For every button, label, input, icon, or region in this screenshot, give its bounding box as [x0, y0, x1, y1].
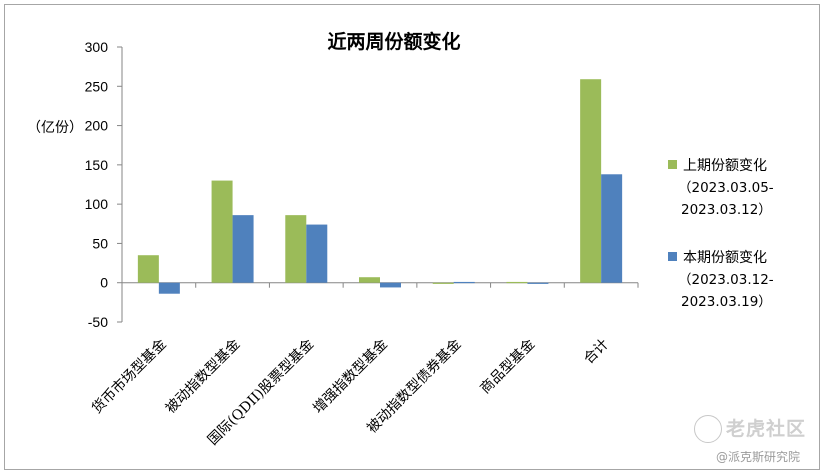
- bar-current-0: [158, 282, 180, 294]
- legend-period-line1-0: （2023.03.05-: [678, 180, 774, 196]
- legend-swatch-1: [668, 252, 677, 261]
- bar-current-1: [232, 215, 254, 283]
- y-tick-label: -50: [88, 314, 108, 330]
- chart-frame: [4, 4, 820, 470]
- legend-period-line2-1: 2023.03.19）: [681, 294, 772, 310]
- x-category-label: 货币市场型基金: [88, 336, 169, 417]
- bar-previous-6: [580, 79, 602, 283]
- bar-previous-5: [506, 281, 528, 284]
- x-category-label: 被动指数型基金: [162, 336, 243, 417]
- tiger-logo-icon: [694, 415, 722, 443]
- y-tick-label: 150: [85, 157, 109, 173]
- y-tick-label: 0: [100, 275, 108, 291]
- legend-swatch-0: [668, 160, 677, 169]
- y-tick-label: 250: [85, 78, 109, 94]
- y-tick-label: 300: [85, 39, 109, 55]
- legend-label-1: 本期份额变化: [683, 250, 767, 266]
- chart-title: 近两周份额变化: [327, 30, 460, 53]
- bar-current-2: [306, 224, 328, 283]
- legend-period-line2-0: 2023.03.12）: [681, 202, 772, 218]
- legend-period-line1-1: （2023.03.12-: [678, 272, 774, 288]
- x-category-label: 增强指数型基金: [310, 336, 391, 417]
- bar-previous-1: [211, 180, 233, 283]
- bar-current-4: [453, 281, 475, 284]
- watermark-author: @派克斯研究院: [716, 450, 801, 464]
- x-category-label: 商品型基金: [477, 336, 539, 398]
- bar-current-5: [527, 282, 549, 284]
- bar-previous-3: [359, 277, 380, 283]
- bar-previous-2: [285, 215, 307, 283]
- y-tick-label: 50: [92, 235, 108, 251]
- bar-previous-4: [432, 282, 454, 284]
- x-category-label: 合计: [581, 336, 612, 367]
- y-tick-label: 100: [85, 196, 109, 212]
- watermark-brand: 老虎社区: [726, 418, 807, 440]
- bar-previous-0: [137, 255, 159, 283]
- legend-label-0: 上期份额变化: [683, 158, 767, 174]
- bar-current-6: [601, 174, 623, 283]
- bar-current-3: [380, 282, 401, 288]
- y-tick-label: 200: [85, 118, 109, 134]
- y-axis-label: （亿份）: [27, 120, 83, 136]
